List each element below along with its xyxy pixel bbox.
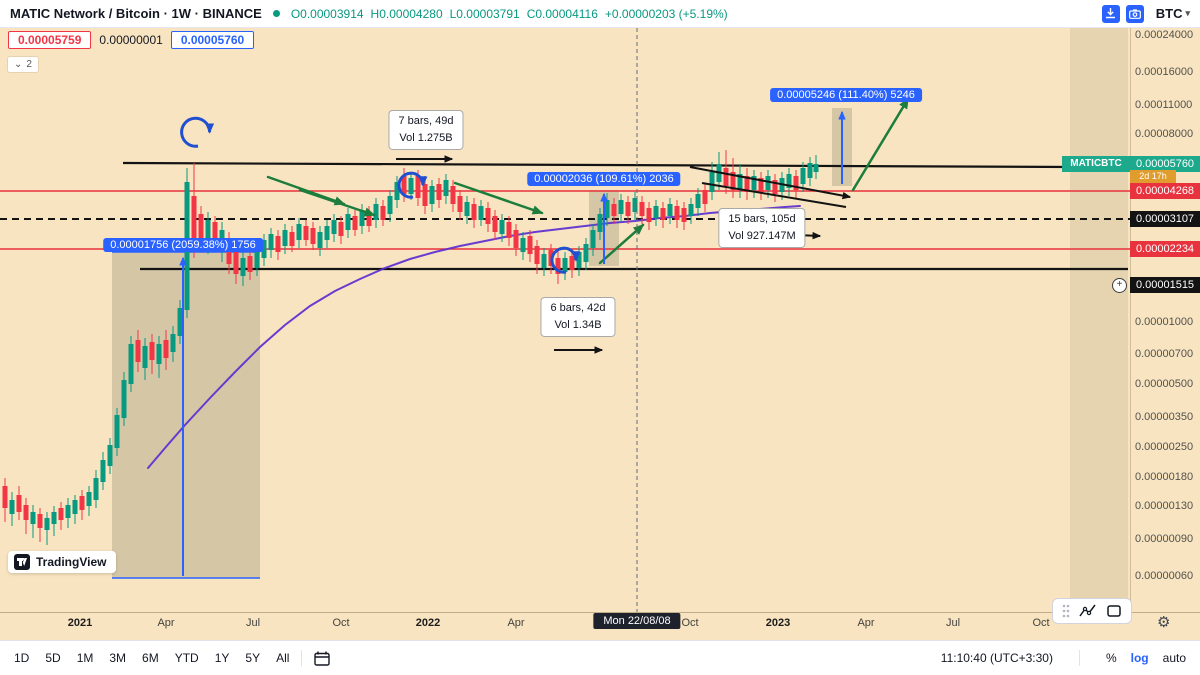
quote-row: 0.00005759 0.00000001 0.00005760 (8, 31, 255, 49)
range-button-1m[interactable]: 1M (76, 651, 94, 665)
range-button-1d[interactable]: 1D (14, 651, 30, 665)
go-to-date-icon[interactable] (314, 651, 331, 666)
line-chart-tool-icon[interactable] (1079, 603, 1097, 619)
chevron-down-icon: ▾ (1185, 8, 1190, 18)
range-button-5d[interactable]: 5D (45, 651, 61, 665)
range-button-6m[interactable]: 6M (142, 651, 159, 665)
percent-scale-button[interactable]: % (1105, 651, 1117, 665)
candlestick-series (2, 150, 819, 545)
divider (1078, 650, 1080, 666)
ohlc-change: +0.00000203 (+5.19%) (604, 6, 728, 21)
bottom-toolbar: 1D 5D 1M 3M 6M YTD 1Y 5Y All 11:10:40 (UTC+3:30)… (0, 640, 1200, 675)
collapse-indicators-button[interactable]: ⌄ 2 (8, 57, 38, 72)
currency-label: BTC (1155, 6, 1183, 21)
floating-tools-panel[interactable] (1052, 598, 1132, 624)
divider (301, 650, 303, 666)
download-button[interactable] (1101, 4, 1120, 23)
drag-handle-icon[interactable] (1062, 604, 1070, 618)
ohlc-high: H0.00004280 (370, 6, 443, 21)
chart-header: MATIC Network / Bitcoin · 1W · BINANCE O… (0, 0, 1200, 28)
range-button-all[interactable]: All (276, 651, 290, 665)
rectangle-tool-icon[interactable] (1106, 603, 1122, 619)
date-range-buttons: 1D 5D 1M 3M 6M YTD 1Y 5Y All (14, 651, 289, 665)
tradingview-logo-text: TradingView (36, 555, 107, 569)
drawing-annotations[interactable] (179, 97, 910, 576)
indicator-count: 2 (26, 59, 32, 70)
ohlc-low: L0.00003791 (449, 6, 520, 21)
tradingview-logo-icon (14, 554, 30, 570)
log-scale-button[interactable]: log (1130, 651, 1149, 665)
status-dot (272, 10, 280, 17)
buy-price-button[interactable]: 0.00005760 (170, 31, 255, 49)
symbol-title[interactable]: MATIC Network / Bitcoin · 1W · BINANCE (10, 6, 262, 21)
tradingview-logo[interactable]: TradingView (8, 551, 117, 573)
price-axis[interactable] (1130, 28, 1200, 612)
settings-gear-icon[interactable]: ⚙ (1157, 614, 1171, 631)
ohlc-open: O0.00003914 (290, 6, 364, 21)
currency-dropdown[interactable]: BTC ▾ (1156, 6, 1190, 21)
auto-scale-button[interactable]: auto (1162, 651, 1186, 665)
time-axis[interactable] (0, 612, 1200, 635)
range-button-ytd[interactable]: YTD (174, 651, 199, 665)
clock-display[interactable]: 11:10:40 (UTC+3:30) (940, 651, 1053, 665)
range-button-3m[interactable]: 3M (109, 651, 127, 665)
shaded-regions (112, 28, 1128, 612)
sell-price-button[interactable]: 0.00005759 (8, 31, 92, 49)
bar-countdown-label: 2d 17h (1130, 170, 1176, 183)
range-button-1y[interactable]: 1Y (214, 651, 230, 665)
spread-value: 0.00000001 (99, 33, 163, 47)
symbol-axis-label[interactable]: MATICBTC (1062, 156, 1130, 172)
camera-icon (1128, 8, 1141, 19)
chevron-down-icon: ⌄ (14, 59, 23, 70)
range-button-5y[interactable]: 5Y (245, 651, 261, 665)
download-icon (1106, 8, 1116, 19)
ohlc-close: C0.00004116 (526, 6, 598, 21)
camera-button[interactable] (1125, 4, 1144, 23)
